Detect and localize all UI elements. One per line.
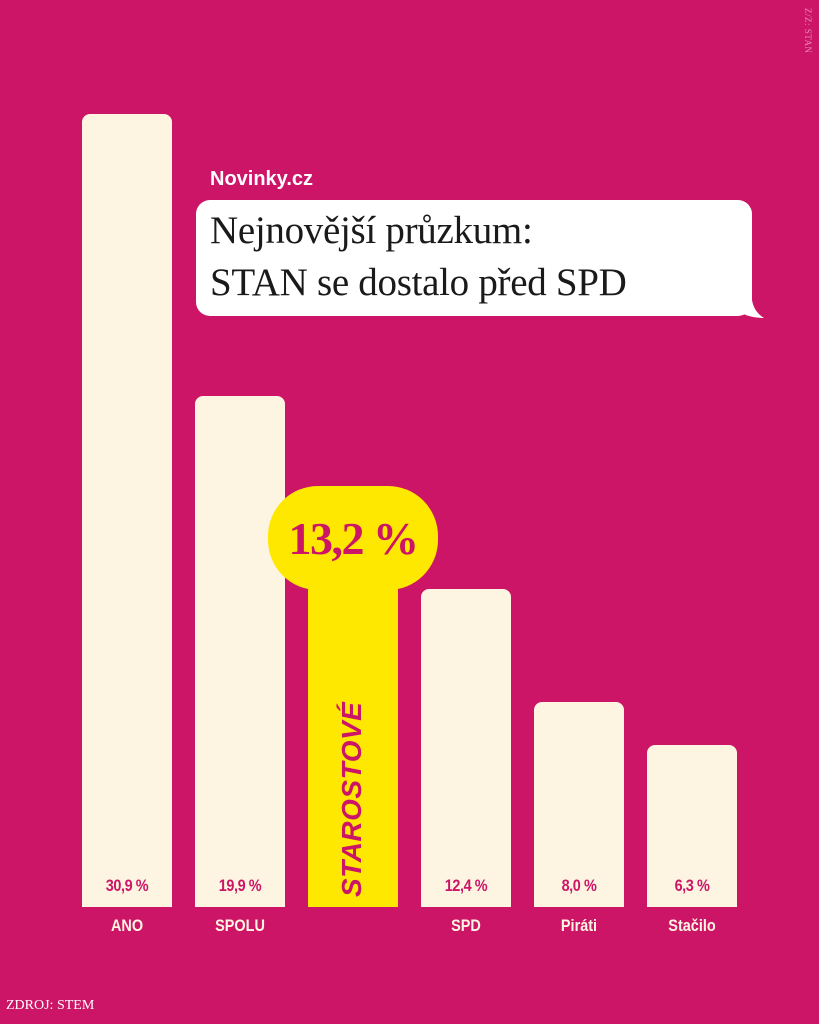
bar-category-label-vertical: STAROSTOVÉ	[336, 701, 367, 897]
title-bubble-tail	[734, 300, 764, 318]
category-label: Stačilo	[668, 916, 716, 935]
category-label: Piráti	[560, 916, 598, 935]
photo-credit: Z/Z: STAN	[803, 8, 813, 54]
title-bubble	[196, 200, 752, 316]
title-line-2: STAN se dostalo před SPD	[210, 261, 627, 304]
bar-1	[195, 396, 285, 907]
chart-title: Nejnovější průzkum: STAN se dostalo před…	[210, 205, 755, 309]
bar-0	[82, 114, 172, 907]
bar-4	[534, 701, 624, 907]
category-label: SPOLU	[215, 916, 265, 935]
bar-value-label: 30,9 %	[105, 876, 149, 895]
title-line-1: Nejnovější průzkum:	[210, 209, 533, 252]
source-note: ZDROJ: STEM	[6, 998, 95, 1013]
bar-value-label: 8,0 %	[561, 876, 597, 895]
bar-value-label: 6,3 %	[674, 876, 710, 895]
highlight-value-bubble: 13,2 %	[268, 486, 438, 590]
bar-value-label: 12,4 %	[444, 876, 488, 895]
category-label: SPD	[451, 916, 481, 935]
brand-logo: Novinky.cz	[210, 168, 313, 190]
bar-value-label: 19,9 %	[218, 876, 262, 895]
category-label: ANO	[110, 916, 144, 935]
bar-3	[421, 588, 511, 907]
bar-2	[308, 540, 398, 907]
bar-5	[647, 745, 737, 907]
